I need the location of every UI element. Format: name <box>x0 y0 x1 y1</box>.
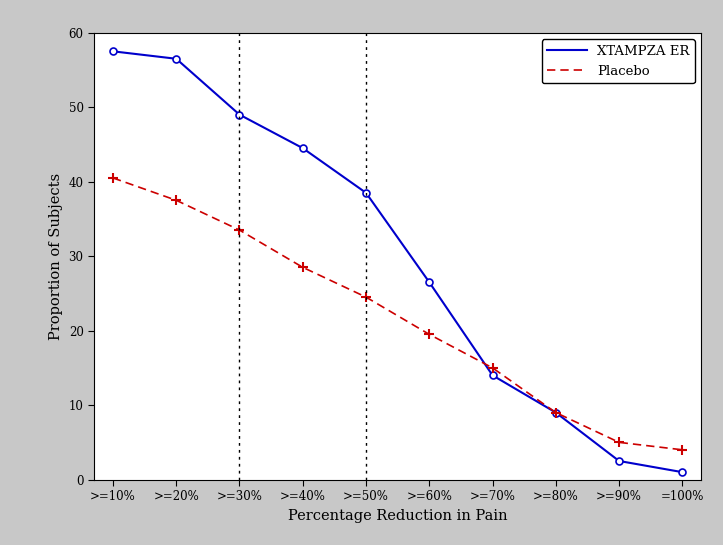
Y-axis label: Proportion of Subjects: Proportion of Subjects <box>49 173 63 340</box>
X-axis label: Percentage Reduction in Pain: Percentage Reduction in Pain <box>288 508 508 523</box>
Legend: XTAMPZA ER, Placebo: XTAMPZA ER, Placebo <box>542 39 695 83</box>
